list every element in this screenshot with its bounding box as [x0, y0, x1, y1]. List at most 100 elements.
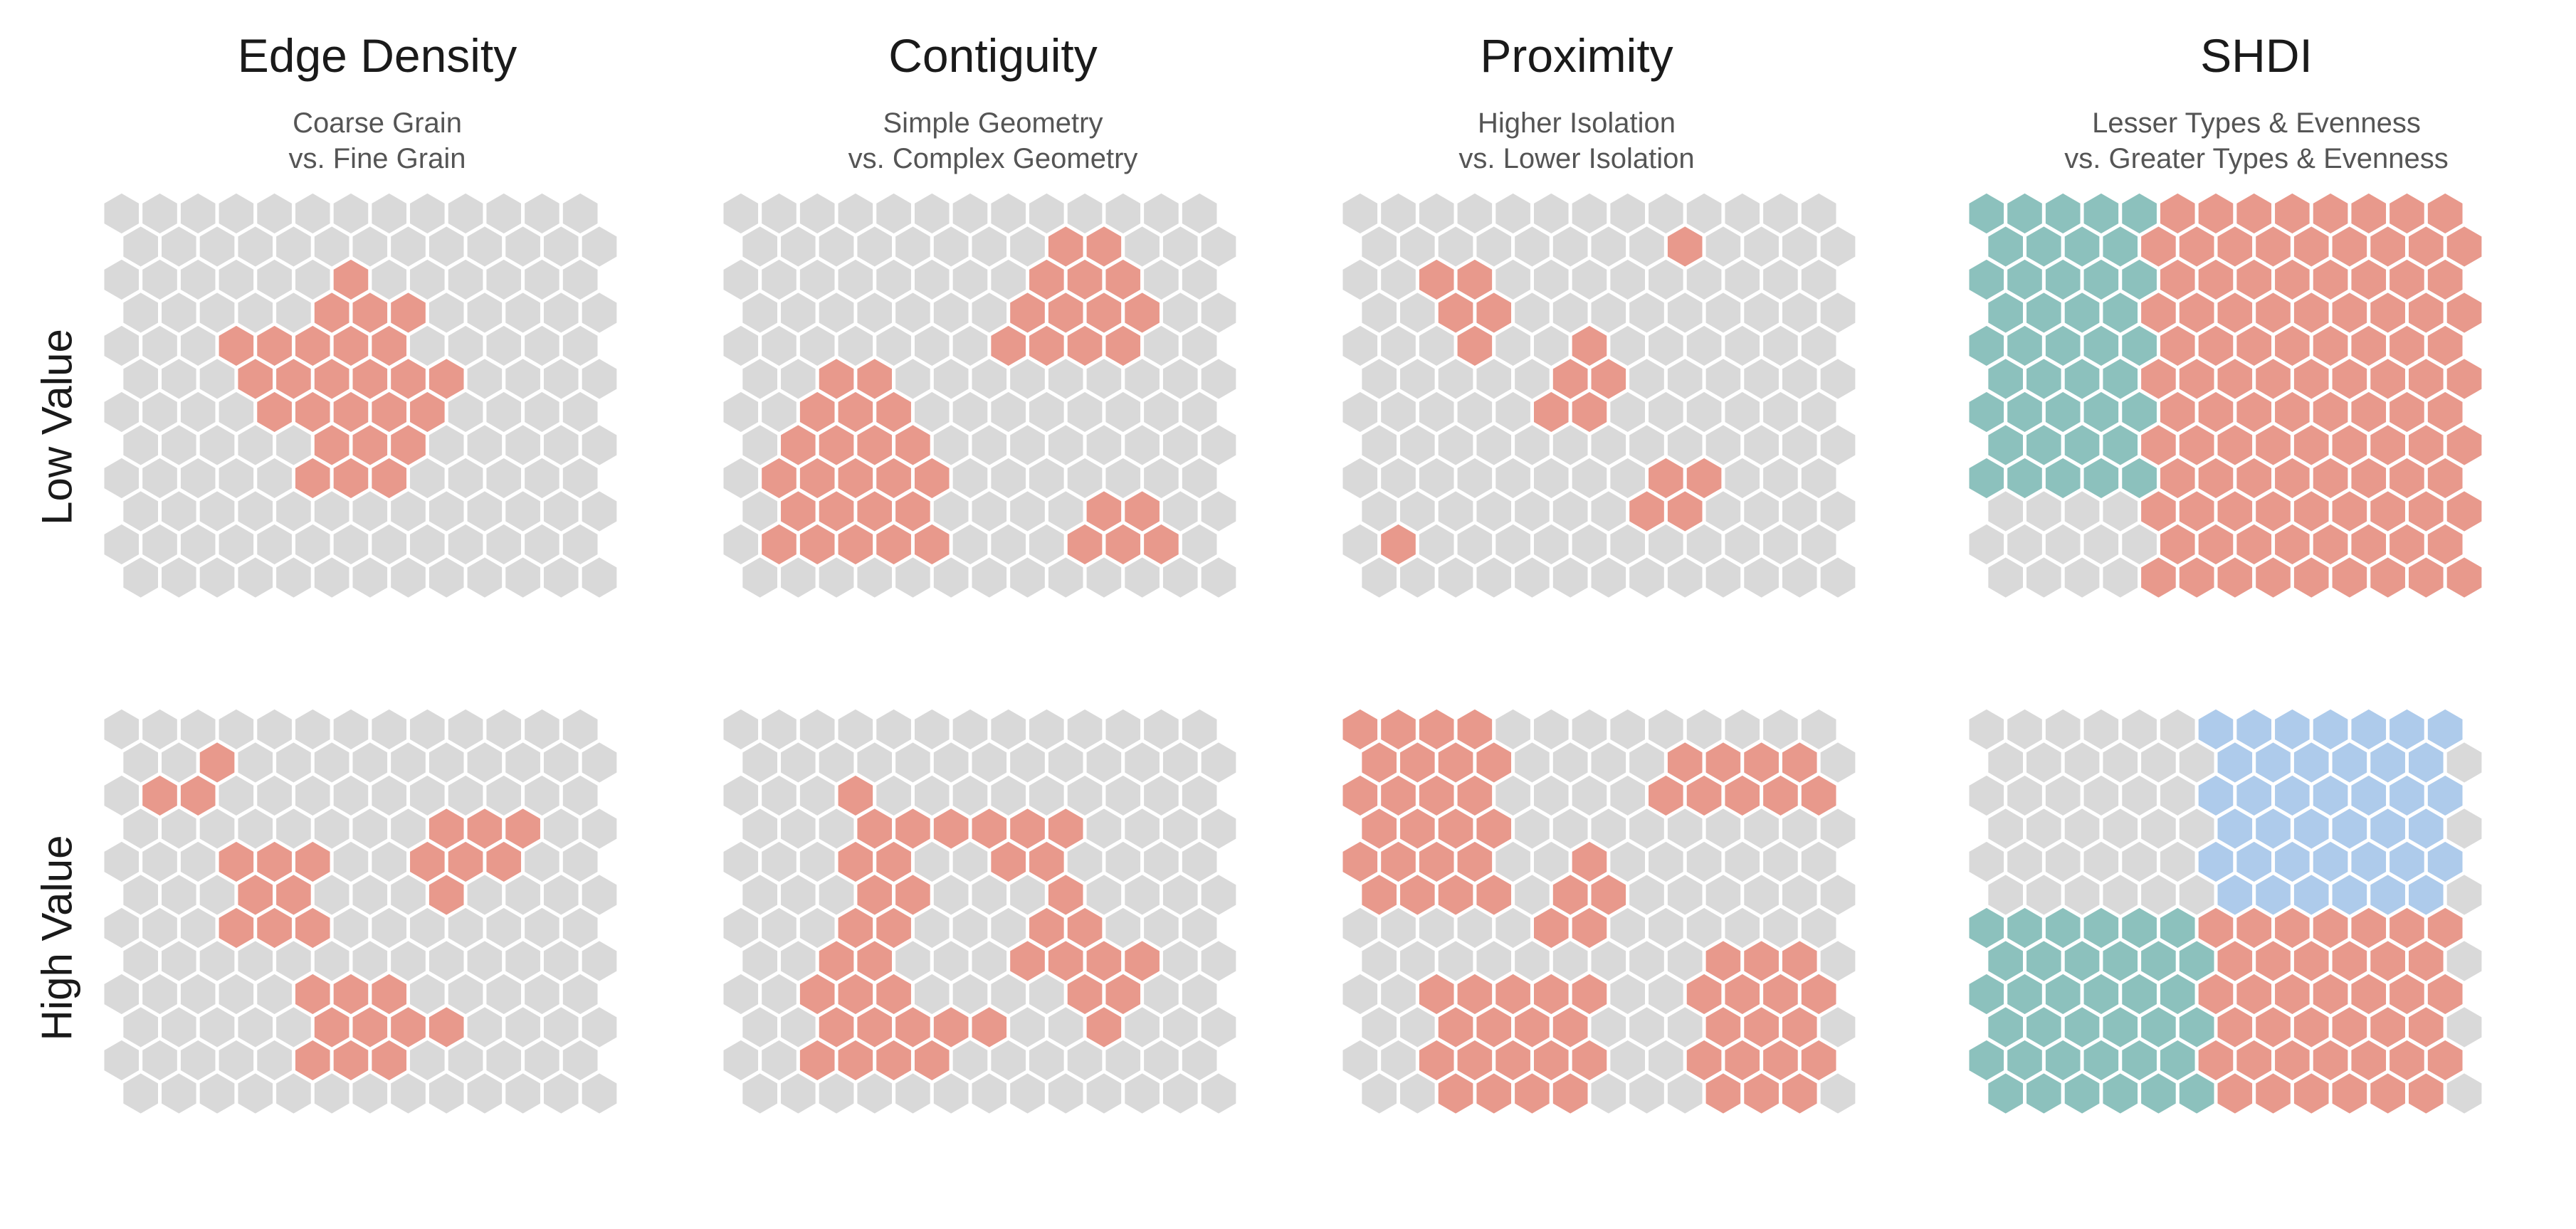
hex-cell [968, 554, 1011, 601]
hex-cell [1511, 554, 1553, 601]
hex-cell-filled [2175, 554, 2218, 601]
column-subtitle: Lesser Types & Evenness vs. Greater Type… [1965, 105, 2548, 176]
hex-cell [892, 554, 934, 601]
hex-cell [540, 1070, 582, 1117]
hex-panel-contiguity-low [720, 189, 1240, 601]
hex-panel-shdi-low [1965, 189, 2486, 601]
hex-cell-filled [2214, 1070, 2256, 1117]
hex-cell-filled [2404, 1070, 2447, 1117]
column-subtitle-line-1: Simple Geometry [883, 107, 1103, 139]
hex-cell-filled [2214, 554, 2256, 601]
hex-cell [1083, 554, 1125, 601]
hex-cell-filled [2328, 1070, 2371, 1117]
hex-cell [853, 1070, 896, 1117]
hex-cell-filled [2252, 554, 2294, 601]
hex-cell-filled [2367, 1070, 2409, 1117]
hex-cell-filled [1434, 1070, 1477, 1117]
hex-cell [158, 1070, 200, 1117]
hex-cell [1121, 1070, 1163, 1117]
hex-cell [1626, 1070, 1668, 1117]
hex-cell [2443, 1070, 2486, 1117]
column-subtitle: Coarse Grain vs. Fine Grain [85, 105, 669, 176]
hex-cell [739, 1070, 782, 1117]
hex-cell [1984, 554, 2027, 601]
hex-cell-filled [2138, 1070, 2180, 1117]
hex-cell [1006, 554, 1048, 601]
hex-cell [1159, 1070, 1202, 1117]
hex-cell [349, 1070, 391, 1117]
hex-cell-filled [2290, 1070, 2333, 1117]
hex-panel-proximity-low [1339, 189, 1859, 601]
hex-cell [273, 1070, 315, 1117]
hex-cell [1549, 554, 1592, 601]
column-title: Contiguity [888, 29, 1098, 82]
hex-cell [1044, 1070, 1087, 1117]
hex-cell [1044, 554, 1087, 601]
hex-cell [578, 554, 621, 601]
column-subtitle-line-2: vs. Greater Types & Evenness [2064, 143, 2449, 174]
hex-cell [196, 1070, 238, 1117]
hex-cell [1434, 554, 1477, 601]
hex-cell [234, 554, 277, 601]
hex-panel-contiguity-high [720, 705, 1240, 1117]
hex-cell [815, 554, 858, 601]
hex-cell [968, 1070, 1011, 1117]
hex-cell [1663, 554, 1706, 601]
column-subtitle: Simple Geometry vs. Complex Geometry [701, 105, 1285, 176]
hex-cell-filled [2023, 1070, 2065, 1117]
hex-cell [1121, 554, 1163, 601]
hex-cell [930, 1070, 972, 1117]
hex-cell [463, 1070, 506, 1117]
hex-cell-filled [2061, 1070, 2103, 1117]
column-subtitle-line-2: vs. Complex Geometry [848, 143, 1138, 174]
hex-cell [892, 1070, 934, 1117]
column-subtitle-line-1: Lesser Types & Evenness [2092, 107, 2421, 139]
hex-cell-filled [1473, 1070, 1515, 1117]
hex-cell [425, 554, 468, 601]
hex-cell [777, 554, 819, 601]
hex-cell-filled [1778, 1070, 1821, 1117]
hex-cell [1083, 1070, 1125, 1117]
hex-cell [1817, 1070, 1859, 1117]
hex-cell [196, 554, 238, 601]
hex-cell [1197, 1070, 1240, 1117]
hex-cell [1397, 554, 1439, 601]
column-subtitle-line-2: vs. Fine Grain [288, 143, 466, 174]
hex-cell [120, 554, 162, 601]
column-subtitle-line-1: Coarse Grain [293, 107, 462, 139]
hex-cell [349, 554, 391, 601]
hex-cell [1702, 554, 1745, 601]
hex-cell-filled [2099, 1070, 2142, 1117]
hex-cell [387, 1070, 429, 1117]
hex-cell [425, 1070, 468, 1117]
hex-cell [930, 554, 972, 601]
hex-cell [463, 554, 506, 601]
hex-panel-shdi-high [1965, 705, 2486, 1117]
hex-cell [1006, 1070, 1048, 1117]
hex-cell-filled [1702, 1070, 1745, 1117]
hex-cell [1587, 1070, 1630, 1117]
hex-cell [310, 554, 353, 601]
hex-cell [1817, 554, 1859, 601]
hex-cell [1778, 554, 1821, 601]
hex-cell [1358, 1070, 1401, 1117]
hex-cell [1358, 554, 1401, 601]
hex-cell [387, 554, 429, 601]
hex-cell-filled [2175, 1070, 2218, 1117]
hex-cell [815, 1070, 858, 1117]
hex-cell [777, 1070, 819, 1117]
hex-cell [853, 554, 896, 601]
hex-cell [739, 554, 782, 601]
column-subtitle: Higher Isolation vs. Lower Isolation [1285, 105, 1868, 176]
hex-cell [1740, 554, 1782, 601]
hex-cell-filled [2252, 1070, 2294, 1117]
hex-cell [234, 1070, 277, 1117]
hex-panel-edge-density-high [100, 705, 621, 1117]
hex-cell-filled [2328, 554, 2371, 601]
hex-cell [540, 554, 582, 601]
hex-cell-filled [2404, 554, 2447, 601]
hex-cell-filled [2367, 554, 2409, 601]
hex-cell [1473, 554, 1515, 601]
column-title: Proximity [1480, 29, 1673, 82]
row-label-text: High Value [33, 835, 81, 1041]
